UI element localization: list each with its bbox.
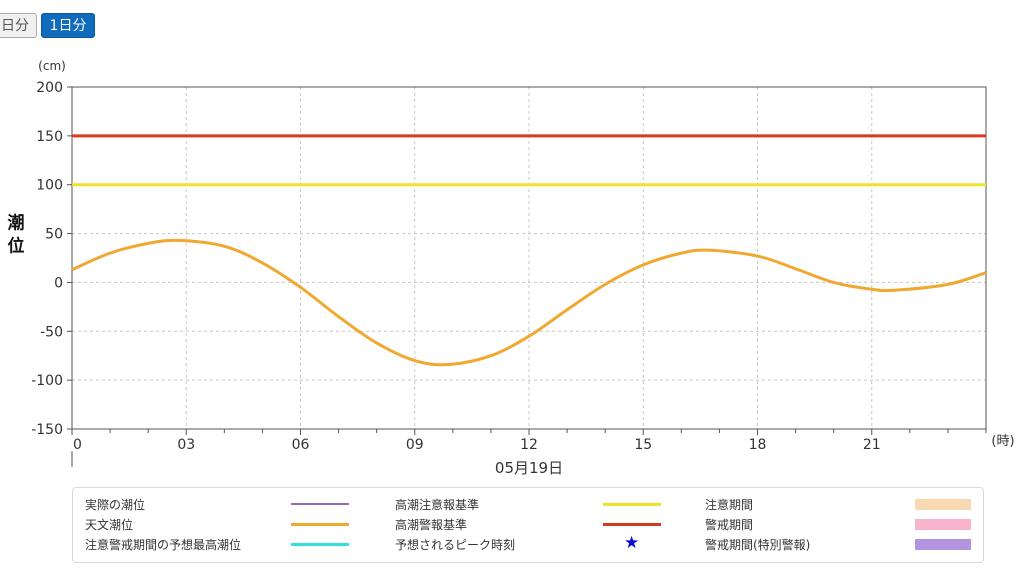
star-icon: ★ (624, 533, 640, 553)
legend-label: 実際の潮位 (85, 498, 146, 512)
x-tick-label: 15 (634, 437, 652, 453)
y-tick-label: 200 (36, 80, 63, 96)
series-line (71, 238, 987, 367)
x-tick-label: 12 (520, 437, 538, 453)
y-axis-label-char: 位 (8, 236, 25, 257)
tide-chart: 200 150 100 50 0 -50 -100 -150 0 03 06 09 12 15 18 21 05… (8, 59, 1015, 477)
y-tick-label: -100 (31, 373, 63, 389)
y-tick-label: -150 (31, 422, 63, 438)
legend-line-swatch (603, 523, 661, 526)
x-tick-label: 03 (177, 437, 195, 453)
legend-label: 注意期間 (705, 498, 754, 512)
y-unit-label: (cm) (38, 59, 66, 73)
x-tick-label: 06 (292, 437, 310, 453)
legend: 実際の潮位 高潮注意報基準 注意期間天文潮位 高潮警報基準 警戒期間注意警戒期間の予想最… (72, 487, 984, 563)
legend-line-swatch (291, 543, 349, 546)
legend-label: 高潮注意報基準 (395, 498, 480, 512)
legend-label: 高潮警報基準 (395, 518, 468, 532)
x-tick-label: 21 (863, 437, 881, 453)
legend-box-swatch (915, 539, 971, 550)
legend-label: 注意警戒期間の予想最高潮位 (85, 538, 242, 552)
legend-label: 警戒期間 (705, 518, 754, 532)
half-day-button[interactable]: 日分 (0, 13, 37, 38)
x-unit-label: (時) (991, 434, 1014, 449)
legend-box-swatch (915, 499, 971, 510)
legend-line-swatch (603, 503, 661, 506)
x-tick-label: 0 (73, 437, 82, 453)
legend-box-swatch (915, 519, 971, 530)
one-day-button[interactable]: 1日分 (41, 13, 95, 38)
y-tick-label: 150 (36, 129, 63, 145)
legend-label: 天文潮位 (85, 518, 134, 532)
x-tick-label: 09 (406, 437, 424, 453)
legend-label: 予想されるピーク時刻 (395, 538, 516, 552)
y-tick-label: 50 (45, 227, 63, 243)
legend-line-swatch (291, 503, 349, 505)
y-tick-label: 0 (54, 275, 63, 291)
x-tick-label: 18 (749, 437, 767, 453)
y-tick-label: -50 (40, 324, 63, 340)
y-axis-label-char: 潮 (8, 213, 25, 234)
legend-label: 警戒期間(特別警報) (705, 538, 811, 552)
legend-line-swatch (291, 523, 349, 526)
y-tick-label: 100 (36, 178, 63, 194)
date-label: 05月19日 (495, 459, 563, 477)
